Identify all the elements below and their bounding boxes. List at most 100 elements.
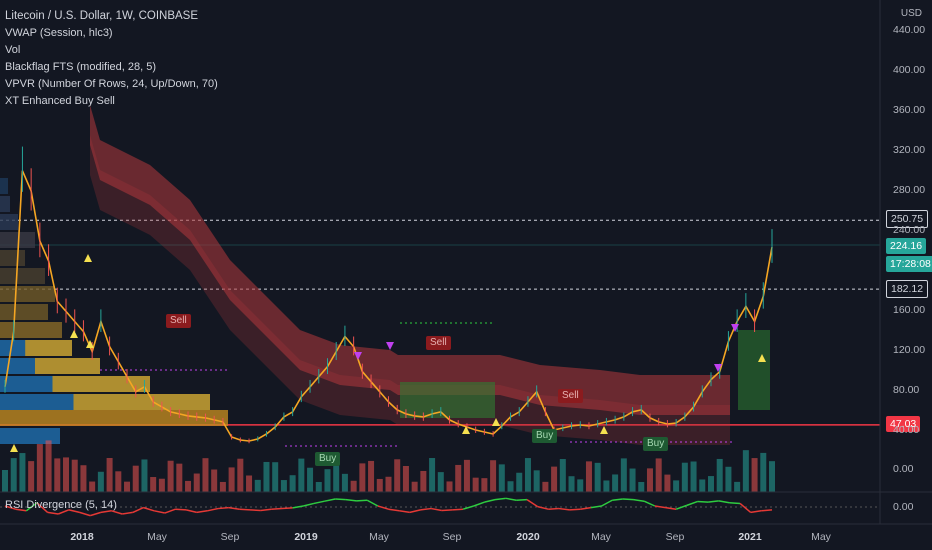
volume-bar — [385, 476, 392, 492]
volume-bar — [490, 460, 497, 492]
rsi-segment — [590, 505, 602, 509]
sell-triangle — [386, 342, 394, 350]
volume-bar — [315, 481, 322, 492]
rsi-segment — [633, 498, 645, 502]
volume-profile-bar — [25, 340, 72, 356]
y-tick-label: 280.00 — [893, 184, 926, 196]
rsi-segment — [217, 506, 229, 510]
volume-bar — [524, 458, 531, 492]
volume-bar — [429, 458, 436, 492]
rsi-segment — [185, 509, 197, 514]
legend-vwap[interactable]: VWAP (Session, hlc3) — [5, 27, 113, 39]
volume-profile-bar — [0, 428, 60, 444]
rsi-segment — [271, 507, 283, 510]
sell-triangle — [714, 364, 722, 372]
buy-triangle — [492, 418, 500, 426]
rsi-segment — [132, 506, 144, 514]
volume-bar — [36, 444, 43, 492]
rsi-segment — [324, 498, 336, 502]
rsi-segment — [100, 510, 112, 514]
rsi-segment — [68, 509, 80, 514]
volume-bar — [568, 476, 575, 492]
volume-bar — [516, 472, 523, 492]
rsi-segment — [526, 498, 539, 508]
volume-bar — [2, 470, 8, 492]
volume-bar — [280, 480, 287, 492]
rsi-segment — [718, 500, 730, 504]
buy-triangle — [70, 330, 78, 338]
rsi-segment — [47, 511, 59, 515]
rsi-segment — [665, 506, 677, 510]
volume-bar — [63, 457, 70, 492]
rsi-label[interactable]: RSI Divergence (5, 14) — [5, 499, 117, 511]
volume-bar — [106, 458, 113, 492]
support-zone-box — [738, 330, 770, 410]
volume-bar — [254, 479, 261, 492]
legend-blackflag[interactable]: Blackflag FTS (modified, 28, 5) — [5, 61, 157, 73]
volume-bar — [71, 459, 78, 492]
x-tick-label: May — [811, 531, 831, 543]
rsi-segment — [739, 502, 752, 513]
volume-bar — [211, 469, 218, 492]
y-tick-label: 0.00 — [893, 501, 914, 513]
rsi-segment — [366, 499, 379, 507]
rsi-segment — [548, 507, 559, 510]
chart-title: Litecoin / U.S. Dollar, 1W, COINBASE — [5, 10, 199, 22]
rsi-segment — [686, 500, 698, 507]
volume-bar — [411, 481, 418, 492]
sell-signal-tag: Sell — [426, 336, 451, 350]
volume-bar — [699, 479, 706, 492]
volume-bar — [769, 461, 775, 492]
y-tick-label: 120.00 — [893, 344, 926, 356]
buy-triangle — [10, 444, 18, 452]
rsi-segment — [313, 500, 325, 505]
volume-profile-bar — [0, 304, 48, 320]
volume-bar — [664, 474, 671, 492]
volume-bar — [734, 481, 741, 492]
rsi-segment — [335, 498, 346, 501]
rsi-segment — [761, 509, 773, 512]
volume-bar — [54, 458, 61, 492]
support-badge: 47.03 — [886, 416, 921, 432]
volume-bar — [237, 458, 244, 492]
volume-bar — [359, 463, 366, 492]
legend-xt[interactable]: XT Enhanced Buy Sell — [5, 95, 115, 107]
volume-bar — [481, 478, 488, 492]
volume-bar — [629, 468, 636, 492]
rsi-segment — [207, 507, 219, 512]
buy-signal-tag: Buy — [315, 452, 341, 466]
volume-profile-bar — [0, 178, 8, 194]
volume-bar — [402, 466, 409, 492]
rsi-segment — [601, 499, 613, 507]
rsi-segment — [494, 497, 506, 501]
x-tick-label: Sep — [442, 531, 462, 543]
y-tick-label: 440.00 — [893, 24, 926, 36]
volume-bar — [716, 458, 723, 492]
sell-signal-tag: Sell — [558, 389, 583, 403]
rsi-segment — [249, 509, 261, 512]
rsi-segment — [377, 505, 389, 510]
rsi-segment — [643, 500, 656, 507]
volume-profile-bar — [0, 196, 10, 212]
rsi-segment — [537, 505, 549, 510]
volume-bar — [707, 476, 714, 492]
volume-bar — [646, 468, 653, 492]
volume-bar — [455, 464, 462, 492]
sell-triangle — [731, 324, 739, 332]
legend-vpvr[interactable]: VPVR (Number Of Rows, 24, Up/Down, 70) — [5, 78, 218, 90]
legend-vol[interactable]: Vol — [5, 44, 21, 56]
volume-bar — [307, 467, 314, 492]
volume-profile-bar — [0, 250, 25, 266]
rsi-segment — [122, 511, 133, 515]
y-tick-label: 80.00 — [893, 384, 920, 396]
rsi-segment — [420, 507, 432, 511]
volume-bar — [324, 469, 331, 492]
x-tick-label: Sep — [665, 531, 685, 543]
rsi-segment — [462, 505, 474, 510]
rsi-segment — [228, 506, 240, 510]
volume-bar — [559, 459, 566, 492]
volume-bar — [132, 465, 139, 492]
volume-bar — [89, 481, 96, 492]
volume-bar — [115, 471, 122, 492]
